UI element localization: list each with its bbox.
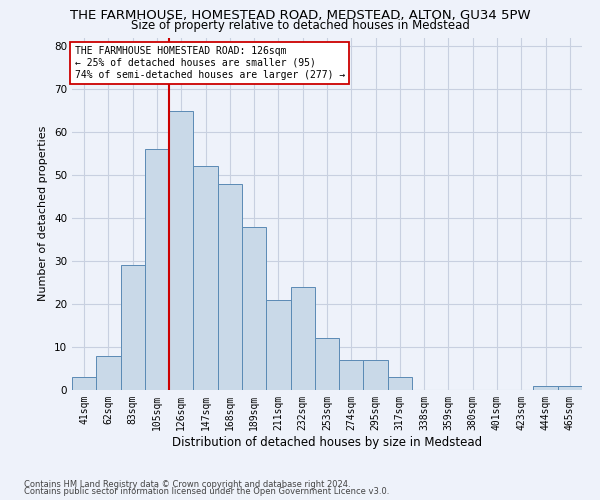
Bar [96, 356, 121, 390]
Bar [315, 338, 339, 390]
Bar [169, 110, 193, 390]
Bar [242, 226, 266, 390]
Bar [290, 287, 315, 390]
Y-axis label: Number of detached properties: Number of detached properties [38, 126, 49, 302]
Bar [388, 377, 412, 390]
Bar [72, 377, 96, 390]
Bar [339, 360, 364, 390]
Bar [145, 150, 169, 390]
Bar [193, 166, 218, 390]
Bar [121, 266, 145, 390]
Text: THE FARMHOUSE, HOMESTEAD ROAD, MEDSTEAD, ALTON, GU34 5PW: THE FARMHOUSE, HOMESTEAD ROAD, MEDSTEAD,… [70, 9, 530, 22]
Bar [266, 300, 290, 390]
Bar [533, 386, 558, 390]
Text: Contains HM Land Registry data © Crown copyright and database right 2024.: Contains HM Land Registry data © Crown c… [24, 480, 350, 489]
Text: THE FARMHOUSE HOMESTEAD ROAD: 126sqm
← 25% of detached houses are smaller (95)
7: THE FARMHOUSE HOMESTEAD ROAD: 126sqm ← 2… [74, 46, 345, 80]
Text: Size of property relative to detached houses in Medstead: Size of property relative to detached ho… [131, 19, 469, 32]
Bar [558, 386, 582, 390]
Bar [218, 184, 242, 390]
X-axis label: Distribution of detached houses by size in Medstead: Distribution of detached houses by size … [172, 436, 482, 448]
Bar [364, 360, 388, 390]
Text: Contains public sector information licensed under the Open Government Licence v3: Contains public sector information licen… [24, 487, 389, 496]
